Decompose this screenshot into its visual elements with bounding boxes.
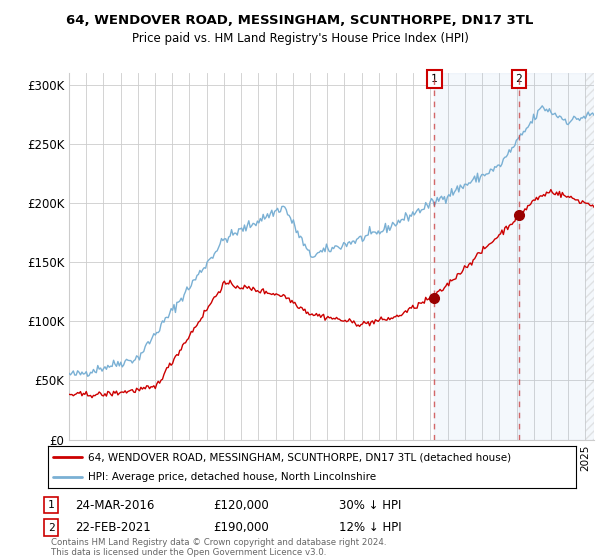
Text: £120,000: £120,000	[213, 498, 269, 512]
Text: 12% ↓ HPI: 12% ↓ HPI	[339, 521, 401, 534]
Text: 1: 1	[47, 500, 55, 510]
Text: 2: 2	[47, 522, 55, 533]
Text: 1: 1	[431, 74, 438, 83]
Text: HPI: Average price, detached house, North Lincolnshire: HPI: Average price, detached house, Nort…	[88, 472, 376, 482]
Text: 30% ↓ HPI: 30% ↓ HPI	[339, 498, 401, 512]
Bar	[586, 73, 594, 440]
Text: 24-MAR-2016: 24-MAR-2016	[75, 498, 154, 512]
Text: £190,000: £190,000	[213, 521, 269, 534]
Text: 2: 2	[515, 74, 522, 83]
Bar	[519, 73, 594, 440]
Text: 64, WENDOVER ROAD, MESSINGHAM, SCUNTHORPE, DN17 3TL: 64, WENDOVER ROAD, MESSINGHAM, SCUNTHORP…	[67, 14, 533, 27]
Text: 64, WENDOVER ROAD, MESSINGHAM, SCUNTHORPE, DN17 3TL (detached house): 64, WENDOVER ROAD, MESSINGHAM, SCUNTHORP…	[88, 452, 511, 462]
Text: 22-FEB-2021: 22-FEB-2021	[75, 521, 151, 534]
Text: Price paid vs. HM Land Registry's House Price Index (HPI): Price paid vs. HM Land Registry's House …	[131, 32, 469, 45]
Bar	[434, 73, 519, 440]
Text: Contains HM Land Registry data © Crown copyright and database right 2024.
This d: Contains HM Land Registry data © Crown c…	[51, 538, 386, 557]
